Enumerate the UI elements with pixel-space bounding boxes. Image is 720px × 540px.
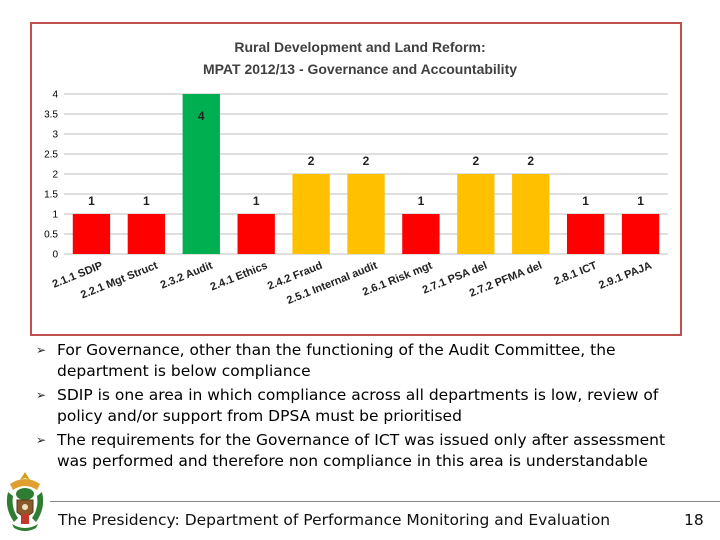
data-label-10: 1 [637,194,644,208]
data-label-5: 2 [363,154,370,168]
bars [72,94,660,254]
bullet-text: The requirements for the Governance of I… [57,431,666,470]
chart-frame: Rural Development and Land Reform: MPAT … [30,22,682,336]
category-label-10: 2.9.1 PAJA [597,260,654,292]
data-label-7: 2 [472,154,479,168]
category-label-2: 2.3.2 Audit [159,260,215,292]
bar-0 [72,214,111,254]
bar-1 [127,214,166,254]
y-tick-label: 1 [52,210,58,221]
bullet-item: ➢ SDIP is one area in which compliance a… [0,385,720,427]
chart-title-line-1: Rural Development and Land Reform: [234,39,485,55]
bar-5 [347,174,385,254]
arrow-bullet-icon: ➢ [36,388,47,402]
y-tick-label: 3 [52,130,58,141]
page-number: 18 [684,511,704,529]
data-label-6: 1 [418,194,425,208]
y-tick-label: 2 [52,170,58,181]
y-tick-label: 0.5 [44,230,58,241]
data-label-4: 2 [308,154,315,168]
bullet-list: ➢ For Governance, other than the functio… [0,340,720,475]
bar-10 [621,214,660,254]
data-label-8: 2 [527,154,534,168]
data-label-3: 1 [253,194,260,208]
bar-6 [402,214,440,254]
bar-7 [457,174,495,254]
y-axis-ticks: 0 0.5 1 1.5 2 2.5 3 3.5 4 [44,90,58,261]
bar-3 [237,214,275,254]
data-label-2: 4 [198,109,205,123]
y-tick-label: 1.5 [44,190,58,201]
y-tick-label: 3.5 [44,110,58,121]
category-label-9: 2.8.1 ICT [552,260,599,288]
category-label-5: 2.5.1 Internal audit [285,260,379,307]
footer-text: The Presidency: Department of Performanc… [58,511,611,529]
bar-8 [512,174,550,254]
data-labels: 1 1 4 1 2 2 1 2 2 1 1 [88,109,644,208]
y-tick-label: 2.5 [44,150,58,161]
data-label-1: 1 [143,194,150,208]
bullet-text: For Governance, other than the functioni… [57,341,616,380]
data-label-0: 1 [88,194,95,208]
category-label-3: 2.4.1 Ethics [209,260,270,294]
bar-9 [566,214,605,254]
y-tick-label: 4 [52,90,58,101]
footer-divider [50,501,720,502]
arrow-bullet-icon: ➢ [36,343,47,357]
bar-4 [292,174,330,254]
chart-title-line-2: MPAT 2012/13 - Governance and Accountabi… [203,61,517,77]
bullet-text: SDIP is one area in which compliance acr… [57,386,659,425]
bullet-item: ➢ The requirements for the Governance of… [0,430,720,472]
bar-chart: Rural Development and Land Reform: MPAT … [44,39,668,307]
data-label-9: 1 [582,194,589,208]
bullet-item: ➢ For Governance, other than the functio… [0,340,720,382]
coat-of-arms-icon [6,472,44,531]
y-tick-label: 0 [52,250,58,261]
arrow-bullet-icon: ➢ [36,433,47,447]
bar-2 [182,94,220,254]
